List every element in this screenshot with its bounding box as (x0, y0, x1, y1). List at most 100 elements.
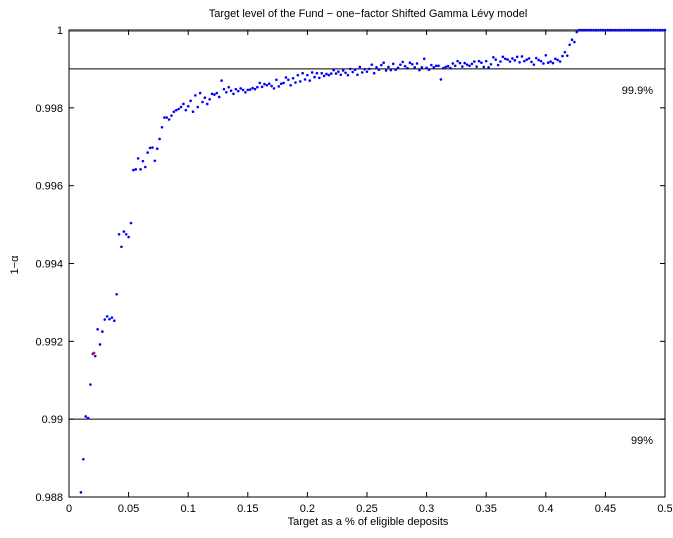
data-point (596, 28, 600, 32)
data-point (501, 55, 505, 59)
data-point (637, 28, 641, 32)
data-point (82, 457, 85, 461)
data-point (101, 330, 104, 333)
data-point (227, 85, 231, 89)
data-point (654, 28, 657, 32)
data-point (575, 30, 579, 34)
data-point (456, 59, 459, 63)
data-point (201, 100, 204, 104)
x-axis-label: Target as a % of eligible deposits (288, 516, 449, 528)
data-point (155, 147, 159, 150)
data-point (113, 319, 116, 323)
data-point (160, 125, 164, 129)
data-point (580, 28, 583, 32)
data-point (127, 235, 130, 239)
data-point (246, 88, 250, 92)
data-point (98, 343, 102, 346)
data-point (165, 116, 169, 119)
data-point (530, 60, 533, 64)
data-point (408, 61, 412, 64)
data-point (551, 61, 555, 65)
data-point (172, 110, 176, 114)
data-point (644, 28, 648, 32)
data-point (332, 68, 335, 72)
data-point (263, 82, 266, 86)
data-point (122, 230, 126, 233)
plot-area (68, 29, 666, 498)
data-point (234, 87, 238, 91)
data-point (260, 85, 264, 89)
data-point (468, 64, 471, 68)
data-point (592, 28, 595, 32)
data-point (225, 90, 228, 94)
data-point (570, 38, 574, 42)
data-point (625, 28, 629, 32)
data-point (573, 40, 576, 44)
data-point (341, 69, 345, 72)
y-tick-label: 0.996 (35, 181, 63, 193)
data-point (189, 99, 192, 103)
data-point (441, 66, 445, 70)
data-point (318, 76, 321, 80)
data-point (327, 73, 331, 77)
data-point (563, 50, 567, 54)
data-point (620, 28, 624, 32)
data-point (496, 63, 500, 67)
data-point (608, 28, 612, 32)
data-point (525, 58, 529, 61)
data-point (549, 60, 552, 63)
data-point (487, 66, 490, 69)
data-point (108, 317, 111, 321)
y-tick-label: 0.994 (35, 259, 63, 271)
data-point (415, 62, 419, 65)
data-point (275, 78, 278, 82)
data-point (284, 76, 288, 79)
data-point (239, 87, 242, 90)
data-point (437, 64, 440, 68)
highlight-point (92, 351, 96, 355)
data-point (375, 66, 378, 69)
chart-title: Target level of the Fund − one−factor Sh… (209, 8, 528, 20)
data-point (308, 79, 312, 82)
data-point (430, 63, 433, 67)
data-point (153, 159, 157, 163)
data-point (558, 60, 562, 63)
data-point (568, 43, 571, 47)
data-point (618, 28, 621, 32)
data-point (539, 59, 543, 63)
data-point (413, 66, 416, 69)
y-tick-label: 0.992 (35, 336, 63, 348)
data-point (358, 65, 362, 69)
x-tick-label: 0.15 (237, 503, 258, 515)
data-point (115, 292, 118, 296)
data-point (427, 68, 431, 71)
data-point (391, 62, 395, 66)
data-point (594, 28, 598, 32)
data-point (129, 221, 133, 225)
data-point (449, 66, 452, 70)
data-point (265, 83, 269, 87)
data-point (623, 28, 626, 32)
data-point (251, 86, 254, 90)
data-point (279, 82, 283, 86)
data-point (518, 61, 521, 64)
reference-lines: 99.9% 99% (69, 30, 665, 447)
data-point (258, 81, 262, 85)
data-point (334, 72, 338, 75)
data-point (248, 88, 252, 91)
data-point (663, 28, 667, 32)
data-point (537, 58, 540, 62)
data-point (270, 84, 273, 88)
data-point (220, 79, 223, 82)
data-point (236, 89, 240, 93)
data-point (494, 58, 498, 61)
x-axis-ticks: 0 0.05 0.1 0.15 0.2 0.25 0.3 0.35 0.4 0.45 0.5 (66, 30, 673, 515)
data-point (191, 110, 195, 114)
x-tick-label: 0.2 (300, 503, 315, 515)
data-point (616, 28, 619, 32)
data-point (325, 72, 328, 76)
data-point (117, 233, 121, 236)
data-point (546, 61, 550, 64)
data-point (480, 61, 483, 64)
data-point (120, 245, 123, 249)
